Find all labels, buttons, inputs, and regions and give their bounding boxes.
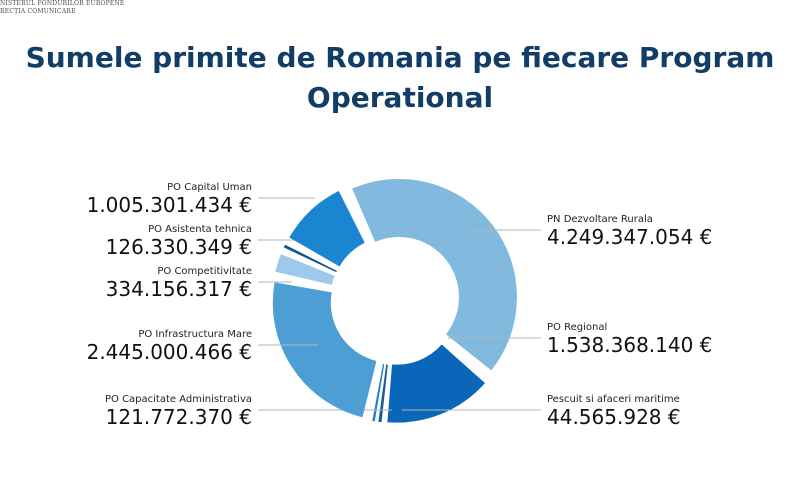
donut-slice-4 bbox=[272, 282, 377, 418]
slice-label-1: PO Regional bbox=[547, 322, 607, 333]
slice-value-1: 1.538.368.140 € bbox=[547, 333, 712, 357]
donut-slice-2 bbox=[378, 364, 388, 423]
title-line-1: Sumele primite de Romania pe fiecare Pro… bbox=[25, 41, 775, 74]
slice-label-7: PO Capital Uman bbox=[167, 182, 252, 193]
slice-value-2: 44.565.928 € bbox=[547, 405, 681, 429]
donut-slice-5 bbox=[275, 254, 335, 285]
slice-value-3: 121.772.370 € bbox=[106, 405, 252, 429]
donut-slice-3 bbox=[372, 363, 385, 422]
slice-value-5: 334.156.317 € bbox=[106, 277, 252, 301]
donut-slice-0 bbox=[352, 178, 517, 371]
donut-slice-1 bbox=[387, 344, 486, 423]
slice-label-0: PN Dezvoltare Rurala bbox=[547, 214, 653, 225]
page-title: Sumele primite de Romania pe fiecare Pro… bbox=[0, 38, 800, 118]
slice-label-6: PO Asistenta tehnica bbox=[148, 224, 252, 235]
ministry-department: RECȚIA COMUNICARE bbox=[0, 8, 76, 15]
slice-label-5: PO Competitivitate bbox=[157, 266, 252, 277]
ministry-name: NISTERUL FONDURILOR EUROPENE bbox=[0, 0, 125, 7]
donut-slice-6 bbox=[283, 244, 337, 273]
ministry-header: NISTERUL FONDURILOR EUROPENE RECȚIA COMU… bbox=[0, 0, 125, 16]
slice-value-6: 126.330.349 € bbox=[106, 235, 252, 259]
slice-label-2: Pescuit si afaceri maritime bbox=[547, 394, 680, 405]
slice-value-0: 4.249.347.054 € bbox=[547, 225, 712, 249]
donut-slice-7 bbox=[289, 190, 365, 267]
slice-value-7: 1.005.301.434 € bbox=[87, 193, 252, 217]
slice-value-4: 2.445.000.466 € bbox=[87, 340, 252, 364]
slice-label-4: PO Infrastructura Mare bbox=[138, 329, 252, 340]
slice-label-3: PO Capacitate Administrativa bbox=[105, 394, 252, 405]
title-line-2: Operational bbox=[306, 81, 494, 114]
